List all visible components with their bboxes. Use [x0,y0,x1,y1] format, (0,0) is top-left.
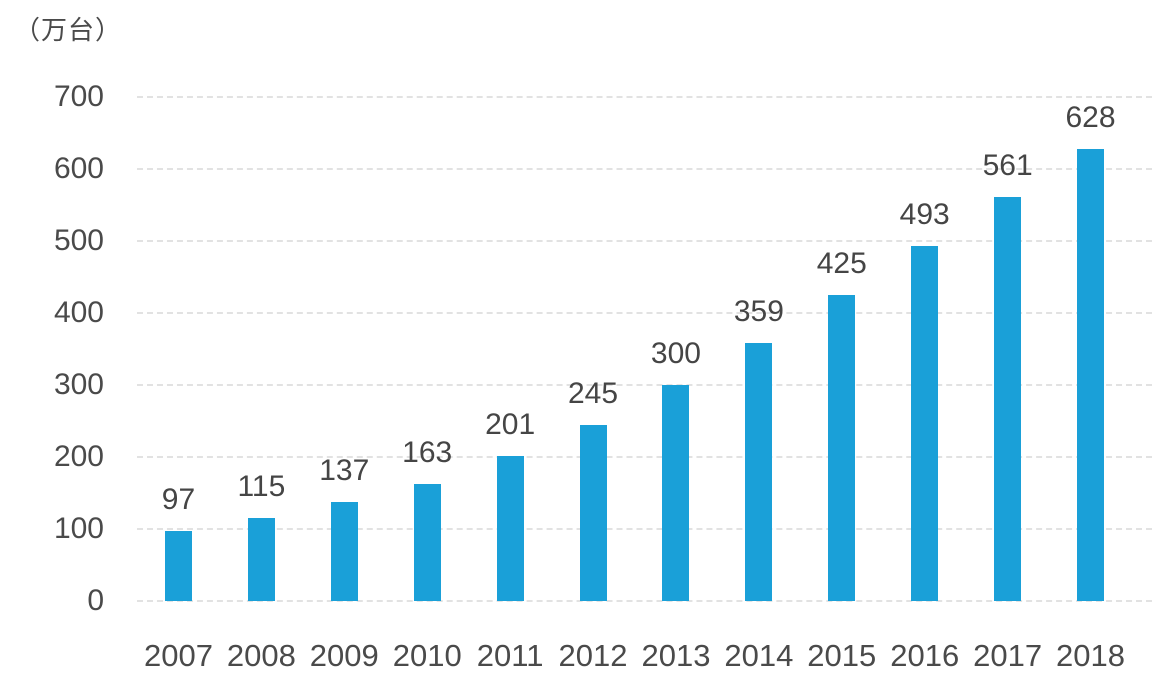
gridline [137,456,1152,458]
gridline [137,600,1152,602]
gridline [137,312,1152,314]
bar-2013 [662,385,690,601]
x-tick-label: 2012 [558,638,628,673]
plot-area: 97 115 137 163 201 245 300 359 425 493 561 628 2007… [137,96,1152,673]
x-tick-label: 2009 [309,638,379,673]
y-tick-label: 0 [87,584,104,617]
y-tick-label: 300 [53,368,104,401]
x-tick-label: 2017 [973,638,1043,673]
x-tick-label: 2018 [1056,638,1126,673]
gridline [137,240,1152,242]
x-tick-label: 2016 [890,638,960,673]
bar-2018 [1077,148,1105,601]
bar-2012 [579,424,607,601]
gridline [137,96,1152,98]
bar-value-label: 359 [733,294,784,328]
x-tick-label: 2010 [392,638,462,673]
x-tick-label: 2015 [807,638,877,673]
bar-2017 [994,197,1022,601]
bar-2009 [330,502,358,601]
bar-value-label: 201 [485,408,536,442]
bar-value-label: 245 [568,376,619,410]
x-tick-label: 2014 [724,638,794,673]
bar-value-label: 493 [899,198,950,232]
y-tick-label: 500 [53,224,104,257]
bar-2016 [911,246,939,601]
gridline [137,384,1152,386]
x-tick-label: 2011 [476,638,544,673]
y-tick-label: 200 [53,440,104,473]
bar-2008 [247,518,275,601]
bar-value-label: 628 [1065,100,1116,134]
bar-2014 [745,342,773,601]
bar-2015 [828,295,856,601]
gridline [137,528,1152,530]
y-tick-label: 600 [53,152,104,185]
bar-value-label: 561 [982,149,1033,183]
bar-value-label: 137 [319,454,370,488]
y-tick-label: 700 [53,80,104,113]
bar-2011 [496,456,524,601]
x-tick-label: 2008 [226,638,296,673]
bar-value-label: 115 [237,470,286,504]
bar-value-label: 300 [650,337,701,370]
bar-value-label: 163 [402,435,453,469]
y-axis-unit-label: （万台） [14,15,123,45]
y-axis-tick-labels: 0 100 200 300 400 500 600 700 [0,82,104,616]
bar-value-label: 425 [816,247,867,280]
y-tick-label: 100 [53,512,104,545]
x-tick-label: 2007 [143,638,213,673]
y-tick-label: 400 [53,296,104,329]
bar-value-label: 97 [161,483,196,517]
bar-2010 [413,483,441,601]
x-tick-label: 2013 [641,638,711,673]
gridline [137,168,1152,170]
bar-2007 [164,531,192,601]
